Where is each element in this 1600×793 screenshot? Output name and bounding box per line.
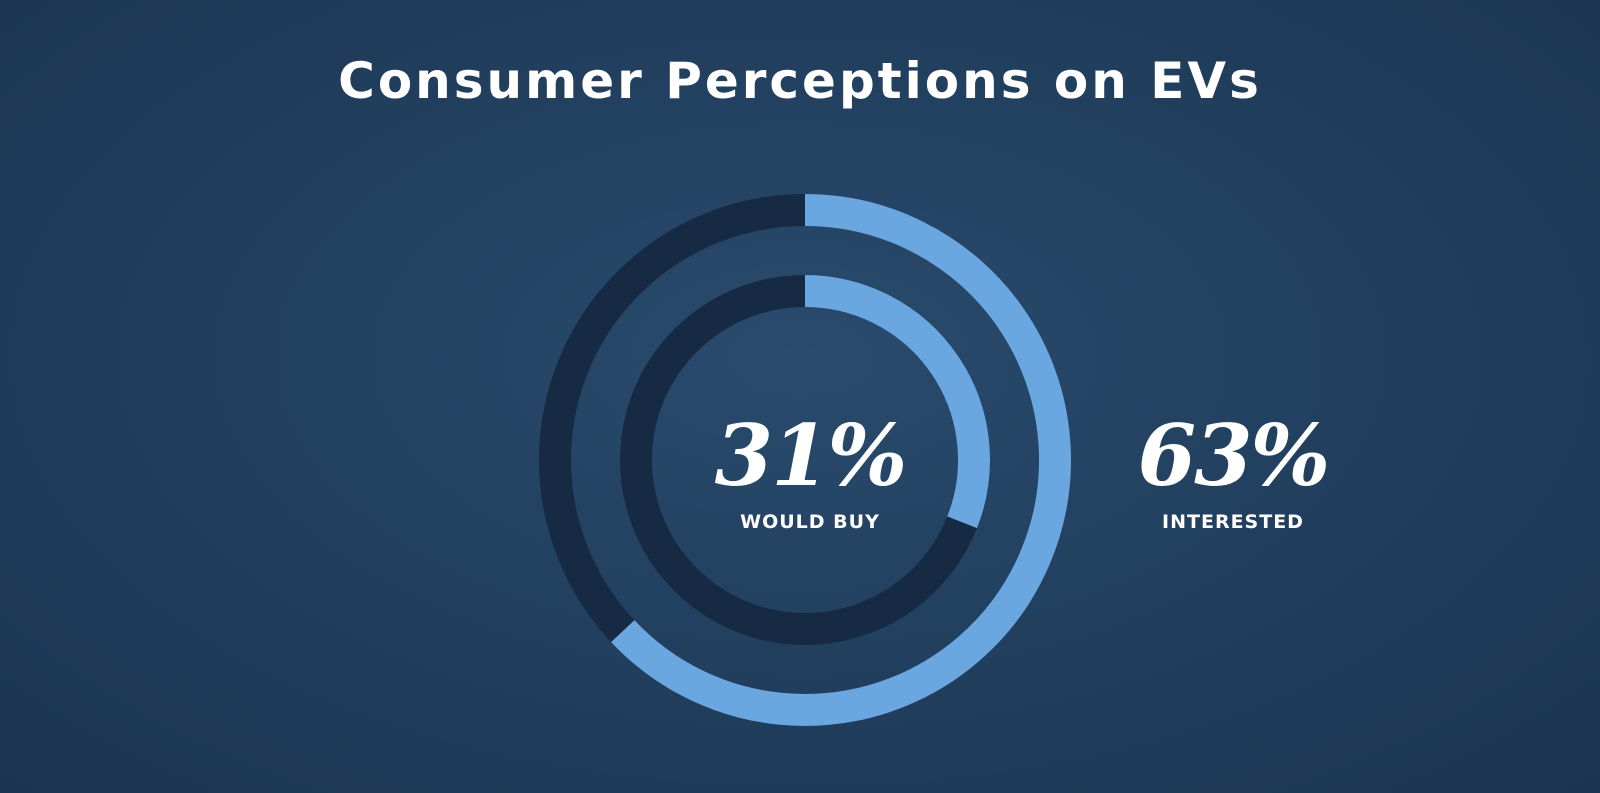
inner-ring-arc <box>804 275 990 529</box>
inner-series-label: WOULD BUY <box>740 511 880 533</box>
chart-title: Consumer Perceptions on EVs <box>338 52 1262 110</box>
outer-ring-arc <box>611 194 1071 726</box>
outer-value-label: 63% <box>1137 406 1331 505</box>
inner-value-label: 31% <box>714 406 908 505</box>
outer-series-label: INTERESTED <box>1162 511 1304 533</box>
